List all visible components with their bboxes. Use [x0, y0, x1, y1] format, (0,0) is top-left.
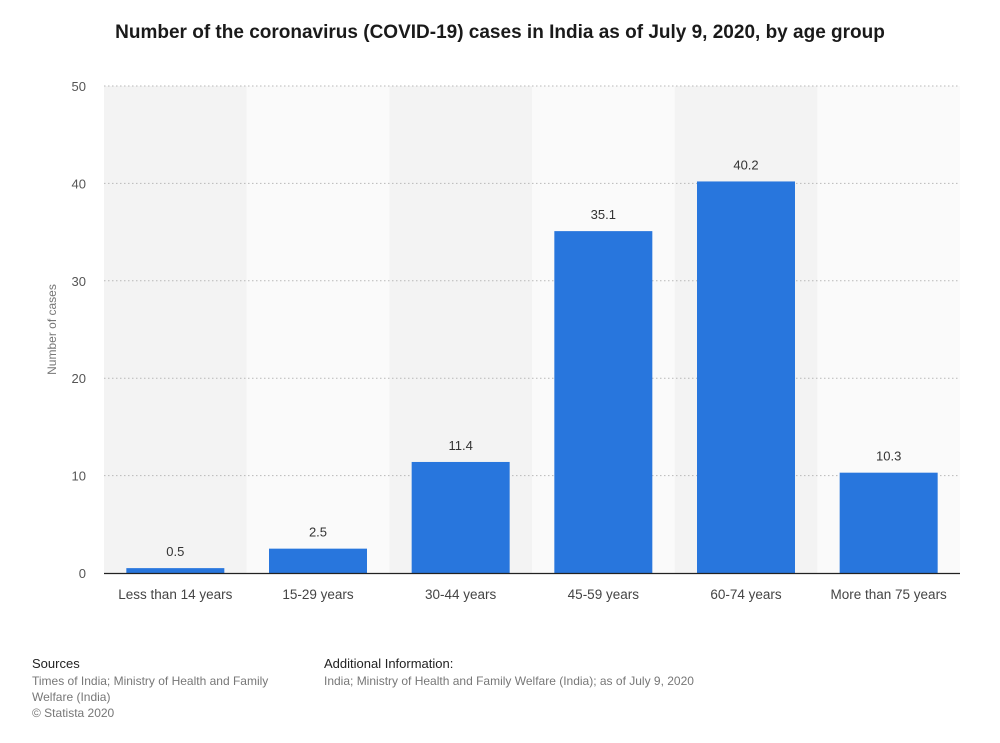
y-tick-label: 50	[72, 79, 86, 94]
x-tick-label: Less than 14 years	[118, 587, 232, 602]
sources-line-2: Welfare (India)	[32, 690, 111, 704]
data-label: 2.5	[309, 525, 327, 540]
y-tick-label: 20	[72, 371, 86, 386]
data-label: 10.3	[876, 449, 901, 464]
bar	[839, 472, 938, 573]
bar	[126, 568, 225, 573]
bar-chart: 0 10 20 30 40 50 0.5 2.5 11.4 35.1 40.2 10.3 Less …	[45, 79, 960, 602]
copyright: © Statista 2020	[32, 706, 115, 720]
bar	[411, 461, 510, 573]
x-tick-label: More than 75 years	[831, 587, 948, 602]
y-tick-label: 40	[72, 176, 86, 191]
x-tick-label: 30-44 years	[425, 587, 497, 602]
bar	[554, 231, 653, 573]
x-tick-label: 45-59 years	[568, 587, 640, 602]
chart-title: Number of the coronavirus (COVID-19) cas…	[115, 22, 885, 43]
x-tick-label: 15-29 years	[282, 587, 354, 602]
y-tick-label: 30	[72, 274, 86, 289]
y-tick-label: 0	[79, 566, 86, 581]
y-axis-ticks: 0 10 20 30 40 50	[72, 79, 86, 581]
gridlines	[104, 85, 960, 477]
sources-block: Sources Times of India; Ministry of Heal…	[32, 656, 292, 721]
data-label: 0.5	[166, 544, 184, 559]
additional-info-heading: Additional Information:	[324, 656, 454, 671]
data-labels: 0.5 2.5 11.4 35.1 40.2 10.3	[166, 157, 901, 559]
sources-heading: Sources	[32, 656, 80, 671]
column-bands	[104, 86, 960, 573]
bar	[697, 181, 795, 573]
column-band	[246, 86, 390, 573]
bars	[126, 181, 938, 573]
y-axis-label: Number of cases	[45, 284, 59, 375]
data-label: 11.4	[448, 438, 472, 453]
column-band	[104, 86, 247, 573]
x-axis-ticks: Less than 14 years 15-29 years 30-44 years…	[118, 587, 947, 602]
data-label: 40.2	[733, 157, 758, 172]
x-tick-label: 60-74 years	[710, 587, 782, 602]
data-label: 35.1	[591, 207, 616, 222]
bar	[269, 548, 367, 573]
additional-info-block: Additional Information: India; Ministry …	[324, 656, 824, 689]
y-tick-label: 10	[72, 469, 86, 484]
sources-line-1: Times of India; Ministry of Health and F…	[32, 674, 269, 688]
additional-info-text: India; Ministry of Health and Family Wel…	[324, 674, 694, 688]
